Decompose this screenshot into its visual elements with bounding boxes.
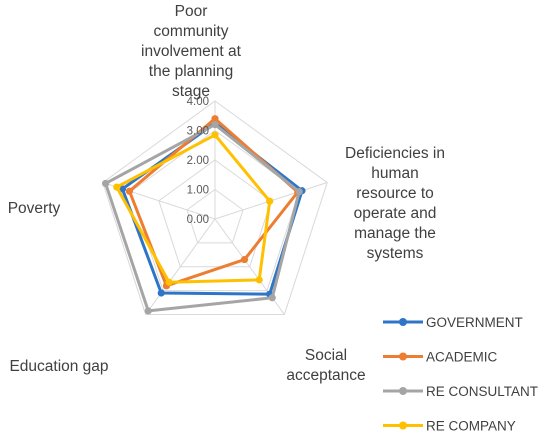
category-label-2: Deficiencies in human resource to operate a…	[345, 145, 445, 262]
series-point-1-4	[157, 289, 165, 297]
category-label-line: systems	[367, 245, 424, 262]
category-label-line: Deficiencies in	[345, 145, 445, 162]
series-point-3-4	[144, 307, 152, 315]
tick-label-1: 1.00	[187, 185, 209, 197]
series-point-1-5	[118, 185, 127, 193]
legend-label-2: ACADEMIC	[426, 350, 498, 365]
legend-label-4: RE COMPANY	[426, 419, 516, 434]
category-labels: Poor community involvement at the planning s…	[8, 3, 445, 384]
category-label-3: Social acceptance	[286, 347, 365, 384]
radar-series	[101, 115, 306, 315]
series-point-4-3	[255, 276, 263, 284]
category-label-line: the planning	[149, 63, 233, 80]
series-point-4-2	[266, 197, 274, 205]
category-label-line: Poor	[175, 3, 208, 20]
category-label-line: resource to	[356, 185, 434, 202]
series-point-4-4	[165, 278, 173, 286]
legend: GOVERNMENT ACADEMIC RE CONSULTANT RE COMPAN…	[383, 315, 538, 434]
series-point-3-2	[295, 188, 303, 196]
category-label-4: Education gap	[9, 358, 108, 375]
category-label-1: Poor community involvement at the planning s…	[141, 3, 242, 100]
legend-marker-1	[399, 318, 407, 326]
legend-label-3: RE CONSULTANT	[426, 384, 538, 399]
tick-label-3: 3.00	[187, 126, 209, 138]
legend-label-1: GOVERNMENT	[426, 315, 523, 330]
series-line-re-consultant	[104, 123, 301, 313]
category-label-line: stage	[172, 83, 210, 100]
grid-ring-1	[186, 188, 244, 244]
series-line-re-company	[115, 133, 272, 284]
category-label-line: Poverty	[8, 200, 61, 217]
legend-marker-3	[399, 387, 407, 395]
category-label-line: acceptance	[286, 367, 365, 384]
category-label-5: Poverty	[8, 200, 61, 217]
tick-label-0: 0.00	[187, 214, 209, 226]
tick-label-2: 2.00	[187, 155, 209, 167]
series-point-3-3	[268, 294, 276, 302]
tick-label-4: 4.00	[187, 96, 209, 108]
series-point-3-5	[101, 179, 110, 188]
category-label-line: human	[371, 165, 418, 182]
series-point-4-5	[113, 183, 121, 191]
category-label-line: community	[154, 23, 229, 40]
category-label-line: operate and	[354, 205, 437, 222]
spoke-4	[145, 218, 216, 315]
legend-marker-2	[399, 352, 407, 361]
series-point-2-5	[125, 187, 134, 195]
series-point-4-1	[211, 131, 219, 139]
category-label-line: Social	[305, 347, 347, 364]
category-label-line: manage the	[354, 225, 436, 242]
grid-ring-2	[158, 159, 272, 268]
series-point-2-1	[211, 115, 219, 123]
series-point-2-3	[240, 255, 249, 264]
radial-tick-labels: 0.00 1.00 2.00 3.00 4.00	[187, 96, 209, 226]
category-label-line: involvement at	[141, 43, 242, 60]
grid-ring-4	[102, 100, 328, 315]
series-point-3-1	[211, 121, 219, 129]
legend-marker-4	[399, 421, 407, 430]
series-line-government	[120, 121, 304, 296]
category-label-line: Education gap	[9, 358, 108, 375]
